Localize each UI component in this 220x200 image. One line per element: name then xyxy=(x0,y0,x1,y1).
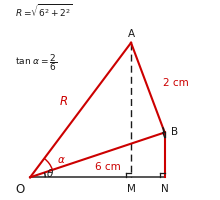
Text: B: B xyxy=(170,127,178,137)
Text: 2 cm: 2 cm xyxy=(163,78,189,88)
Text: N: N xyxy=(161,184,169,194)
Text: R: R xyxy=(60,95,68,108)
Text: M: M xyxy=(126,184,136,194)
Text: 6 cm: 6 cm xyxy=(95,162,120,172)
Text: $\alpha$: $\alpha$ xyxy=(57,155,66,165)
Text: A: A xyxy=(127,29,135,39)
Text: $\theta$: $\theta$ xyxy=(46,167,54,179)
Text: O: O xyxy=(15,183,24,196)
Text: $R =\!\sqrt{6^2 + 2^2}$: $R =\!\sqrt{6^2 + 2^2}$ xyxy=(15,3,73,20)
Text: $\tan\,\alpha = \dfrac{2}{6}$: $\tan\,\alpha = \dfrac{2}{6}$ xyxy=(15,52,58,73)
